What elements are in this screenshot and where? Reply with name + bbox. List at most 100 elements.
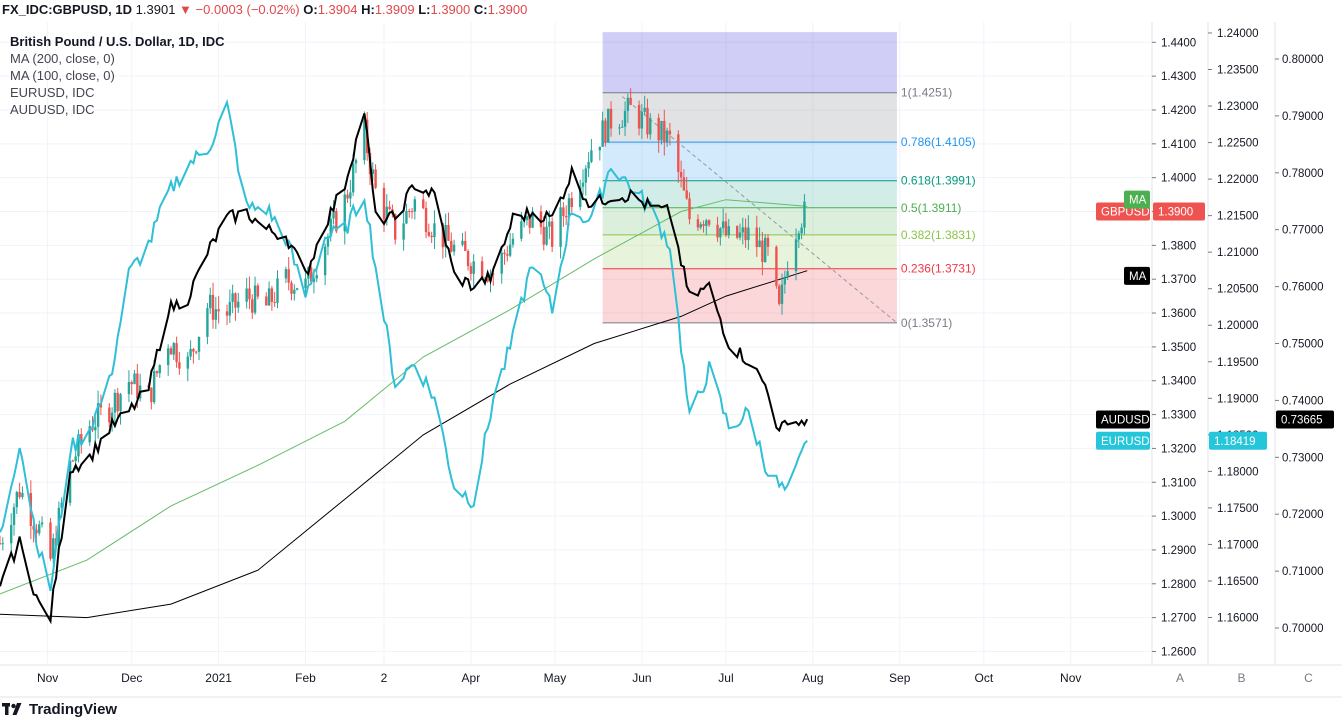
x-tick-label: Jul [718, 671, 733, 685]
candle-body [388, 206, 391, 210]
gbpusd-tag: GBPUSD [1101, 207, 1150, 219]
candle-body [77, 434, 80, 457]
candle-body [640, 111, 644, 129]
audusd-tag: AUDUSD [1101, 414, 1150, 426]
candle-body [579, 186, 582, 208]
legend-main-series[interactable]: British Pound / U.S. Dollar, 1D, IDC [10, 34, 225, 49]
ma-200-tag: MA [1129, 271, 1147, 283]
candle-body [295, 288, 299, 290]
candle-body [506, 254, 509, 256]
candle-body [71, 460, 75, 462]
candle-body [581, 182, 585, 187]
candle-body [539, 211, 543, 228]
candle-body [408, 210, 411, 212]
tradingview-brand[interactable]: TradingView [2, 701, 117, 718]
tradingview-logo-icon [2, 702, 24, 718]
candle-body [590, 150, 593, 162]
last-price: 1.3901 [135, 2, 176, 17]
candle-body [354, 160, 358, 164]
low-value: 1.3900 [430, 2, 471, 17]
candle-body [696, 219, 700, 228]
ma-100-line [0, 199, 808, 595]
price-chart[interactable]: 1(1.4251) 0.786(1.4105) 0.618(1.3991) 0.5(1… [0, 0, 1342, 698]
candle-body [657, 117, 660, 141]
fib-level-label: 0.236(1.3731) [901, 262, 976, 276]
candle-body [800, 227, 803, 234]
y-tick-label-a: 1.2700 [1161, 613, 1196, 625]
y-tick-label-c: 0.76000 [1282, 282, 1324, 294]
candle-body [747, 227, 750, 241]
candle-body [248, 288, 251, 300]
y-tick-label-c: 0.80000 [1282, 54, 1324, 66]
candle-body [716, 224, 719, 238]
candle-body [469, 266, 473, 274]
legend-ma-200[interactable]: MA (200, close, 0) [10, 51, 115, 66]
eurusd-price-tag-bg [1209, 431, 1267, 450]
candle-body [559, 207, 562, 247]
candle-body [466, 250, 470, 267]
candle-body [545, 226, 548, 245]
gbpusd-price-tag: 1.3900 [1158, 207, 1193, 219]
candle-body [21, 492, 24, 498]
candle-body [441, 223, 445, 248]
candle-body [755, 227, 758, 248]
candle-body [607, 108, 610, 143]
candle-body [335, 210, 338, 232]
y-tick-label-c: 0.79000 [1282, 111, 1324, 123]
candle-body [685, 190, 688, 199]
candle-body [472, 261, 475, 274]
y-tick-label-b: 1.20500 [1217, 284, 1259, 296]
y-tick-label-a: 1.3200 [1161, 443, 1196, 455]
y-tick-label-b: 1.18000 [1217, 466, 1259, 478]
high-label: H: [361, 2, 375, 17]
candle-body [209, 294, 212, 309]
candle-body [113, 392, 117, 413]
candle-body [186, 356, 189, 369]
candle-body [329, 218, 332, 237]
candle-body [10, 525, 13, 544]
y-tick-label-a: 1.3100 [1161, 477, 1196, 489]
ma-100-tag-bg [1124, 190, 1150, 209]
candle-body [304, 278, 307, 289]
plot-background [0, 22, 1342, 665]
footer: TradingView [0, 698, 1342, 722]
legend-eurusd[interactable]: EURUSD, IDC [10, 85, 95, 100]
candle-body [293, 289, 296, 294]
candle-body [40, 522, 44, 525]
candle-body [88, 426, 91, 443]
fib-zone [602, 92, 897, 143]
y-tick-label-a: 1.4200 [1161, 105, 1196, 117]
y-tick-label-a: 1.3000 [1161, 511, 1196, 523]
candle-body [152, 371, 156, 403]
candle-body [284, 269, 288, 279]
candle-body [609, 108, 613, 129]
fib-extension-zone [602, 32, 897, 93]
candle-body [564, 216, 568, 218]
y-tick-label-c: 0.73000 [1282, 452, 1324, 464]
candle-body [786, 271, 789, 278]
candle-body [35, 529, 38, 534]
candle-body [256, 285, 260, 297]
y-tick-label-b: 1.16500 [1217, 576, 1259, 588]
candle-body [349, 192, 352, 199]
candle-body [166, 348, 170, 366]
y-tick-label-a: 1.4000 [1161, 173, 1196, 185]
fib-level-label: 0.382(1.3831) [901, 228, 976, 242]
candle-body [528, 216, 531, 228]
candle-body [214, 309, 218, 320]
candle-body [15, 491, 19, 508]
x-tick-label: Nov [37, 671, 58, 685]
y-tick-label-a: 1.3300 [1161, 410, 1196, 422]
candle-body [217, 309, 220, 312]
legend-audusd[interactable]: AUDUSD, IDC [10, 102, 95, 117]
x-axis-background [0, 665, 1342, 698]
candle-body [758, 240, 761, 248]
symbol-label[interactable]: FX_IDC:GBPUSD, 1D [2, 2, 133, 17]
candle-body [116, 392, 119, 412]
y-tick-label-b: 1.17500 [1217, 503, 1259, 515]
candle-body [721, 221, 725, 229]
y-tick-label-b: 1.22500 [1217, 138, 1259, 150]
legend-ma-100[interactable]: MA (100, close, 0) [10, 68, 115, 83]
candle-body [251, 299, 254, 313]
y-tick-label-a: 1.3800 [1161, 240, 1196, 252]
